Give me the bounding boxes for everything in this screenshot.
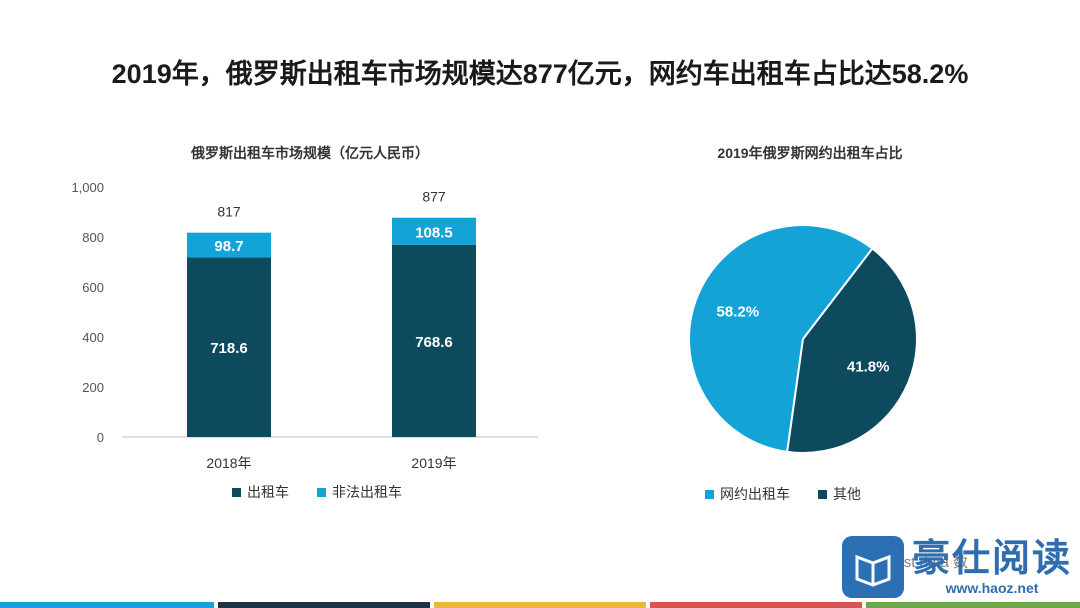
y-tick-label: 1,000: [71, 180, 104, 195]
pie-data-label: 58.2%: [717, 304, 760, 321]
bar-data-label: 98.7: [214, 238, 243, 255]
bar-data-label: 108.5: [415, 224, 453, 241]
legend-label-ride-hailing: 网约出租车: [720, 486, 790, 502]
pie-slice: [688, 224, 874, 454]
bar-legend: 出租车 非法出租车: [232, 482, 430, 502]
stripe-1: [0, 602, 214, 608]
y-tick-label: 600: [82, 280, 104, 295]
legend-label-illegal-taxi: 非法出租车: [332, 484, 402, 500]
stripe-3: [434, 602, 646, 608]
stripe-2: [218, 602, 430, 608]
bar-data-label: 718.6: [210, 340, 248, 357]
bar-total-label: 877: [422, 189, 446, 205]
y-tick-label: 400: [82, 330, 104, 345]
page-title: 2019年，俄罗斯出租车市场规模达877亿元，网约车出租车占比达58.2%: [111, 59, 969, 89]
bar-chart-title: 俄罗斯出租车市场规模（亿元人民币）: [191, 145, 429, 161]
legend-item-other: 其他: [818, 484, 861, 504]
legend-item-illegal-taxi: 非法出租车: [317, 482, 402, 502]
watermark-url: www.haoz.net: [945, 580, 1039, 596]
legend-label-other: 其他: [833, 486, 861, 502]
x-category-label: 2019年: [411, 455, 456, 471]
legend-item-taxi: 出租车: [232, 482, 289, 502]
bar-segment: [187, 257, 271, 437]
legend-swatch-taxi: [232, 487, 241, 497]
stripe-4: [650, 602, 862, 608]
pie-chart-title: 2019年俄罗斯网约出租车占比: [717, 145, 903, 161]
stripe-5: [866, 602, 1080, 608]
bar-data-label: 768.6: [415, 334, 453, 351]
x-category-label: 2018年: [206, 455, 251, 471]
y-tick-label: 0: [97, 430, 104, 445]
legend-swatch-illegal-taxi: [317, 487, 326, 497]
pie-data-label: 41.8%: [847, 358, 890, 375]
pie-legend: 网约出租车 其他: [705, 484, 889, 504]
legend-swatch-ride-hailing: [705, 489, 714, 499]
legend-item-ride-hailing: 网约出租车: [705, 484, 790, 504]
y-tick-label: 800: [82, 230, 104, 245]
legend-swatch-other: [818, 489, 827, 499]
bar-segment: [392, 217, 476, 245]
pie-slice: [786, 247, 918, 454]
bar-segment: [187, 232, 271, 258]
bar-total-label: 817: [217, 204, 241, 220]
legend-label-taxi: 出租车: [247, 484, 289, 500]
watermark: 豪仕阅读 www.haoz.net: [841, 536, 1072, 598]
watermark-name: 豪仕阅读: [911, 538, 1072, 580]
book-icon: [841, 536, 904, 598]
y-tick-label: 200: [82, 380, 104, 395]
bar-segment: [392, 244, 476, 437]
